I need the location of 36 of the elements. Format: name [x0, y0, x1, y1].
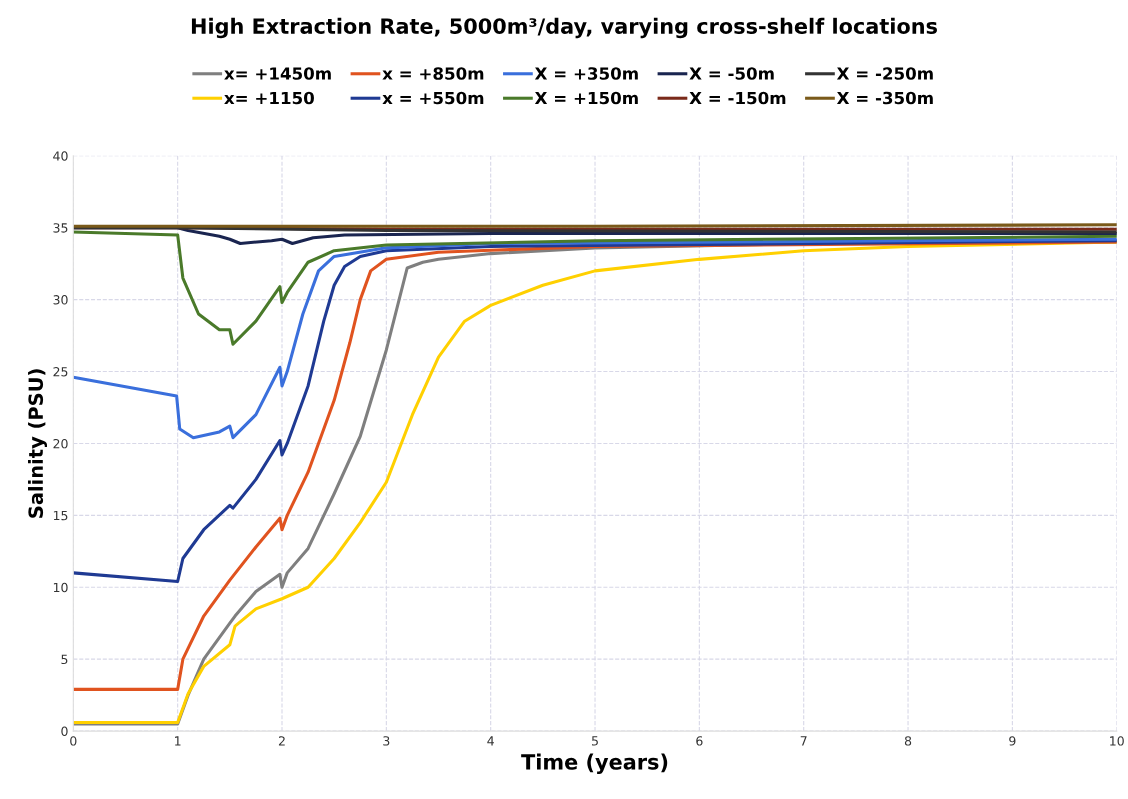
- x-tick-label: 8: [904, 736, 912, 746]
- x-axis-title: Time (years): [521, 753, 668, 774]
- x-tick-label: 9: [1009, 736, 1016, 746]
- y-tick-label: 35: [53, 223, 68, 233]
- x-tick-label: 10: [1110, 736, 1124, 746]
- x-tick-label: 1: [175, 736, 181, 746]
- x-tick-label: 6: [696, 736, 703, 746]
- y-tick-label: 30: [53, 295, 68, 305]
- legend-label: x = +850m: [382, 67, 484, 80]
- line-series: [73, 230, 1117, 346]
- y-tick-label: 10: [53, 582, 68, 593]
- x-tick-label: 0: [70, 736, 77, 746]
- legend-label: X = -150m: [689, 91, 786, 105]
- legend-label: X = -50m: [689, 67, 774, 80]
- y-tick-label: 5: [61, 654, 68, 665]
- legend-label: X = -250m: [836, 67, 933, 80]
- legend-label: X = -350m: [836, 91, 933, 105]
- x-tick-label: 7: [800, 736, 807, 746]
- legend-label: X = +350m: [534, 67, 638, 80]
- y-tick-label: 0: [61, 726, 68, 737]
- y-tick-label: 20: [53, 438, 68, 449]
- legend-label: x= +1150: [224, 91, 314, 105]
- x-tick-label: 4: [487, 736, 494, 746]
- legend-label: x= +1450m: [224, 67, 331, 80]
- y-tick-label: 15: [53, 510, 68, 521]
- line-series: [73, 237, 1117, 440]
- line-series: [73, 239, 1117, 584]
- y-tick-label: 25: [53, 367, 68, 377]
- chart-title: High Extraction Rate, 5000m³/day, varying cross-shelf locations: [191, 17, 937, 39]
- x-tick-label: 2: [278, 736, 285, 746]
- x-tick-label: 5: [592, 736, 598, 746]
- legend-label: X = +150m: [534, 91, 638, 105]
- legend-label: x = +550m: [382, 91, 484, 105]
- y-tick-label: 40: [53, 151, 68, 161]
- x-tick-label: 3: [383, 736, 390, 746]
- y-axis-title: Salinity (PSU): [28, 369, 47, 518]
